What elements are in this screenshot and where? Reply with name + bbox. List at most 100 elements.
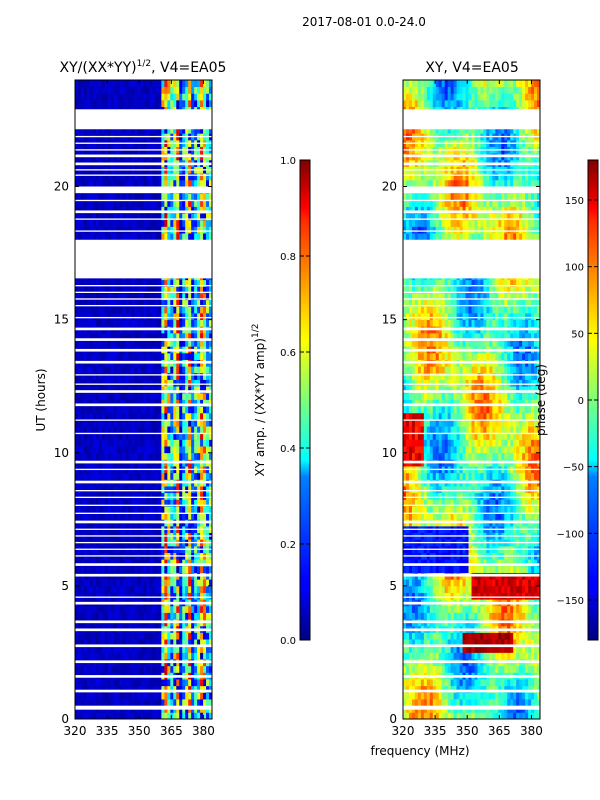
amplitude-cell (161, 432, 165, 440)
amplitude-cell (203, 486, 207, 494)
amplitude-cell (86, 226, 91, 234)
amplitude-cell (110, 80, 115, 88)
amplitude-cell (191, 312, 195, 321)
amplitude-cell (173, 685, 177, 693)
amplitude-cell (101, 692, 106, 700)
amplitude-cell (89, 446, 94, 454)
phase-cell (429, 692, 434, 700)
amplitude-cell (128, 339, 132, 347)
amplitude-cell (128, 219, 132, 227)
amplitude-cell (191, 179, 195, 187)
phase-cell (405, 712, 410, 720)
amplitude-cell (140, 299, 144, 307)
amplitude-cell (125, 299, 130, 307)
amplitude-cell (179, 366, 183, 374)
amplitude-cell (149, 499, 153, 507)
amplitude-cell (101, 492, 106, 500)
amplitude-cell (167, 80, 171, 88)
amplitude-cell (113, 645, 118, 653)
phase-cell (423, 665, 428, 673)
amplitude-cell (75, 712, 79, 720)
amplitude-cell (155, 80, 159, 88)
amplitude-cell (125, 412, 130, 420)
amplitude-cell (197, 585, 201, 593)
colorbar-tick-label: 0.6 (280, 348, 296, 359)
amplitude-cell (92, 419, 97, 427)
amplitude-cell (80, 685, 85, 693)
amplitude-cell (191, 492, 195, 500)
amplitude-cell (167, 219, 171, 227)
amplitude-cell (98, 93, 103, 101)
amplitude-cell (95, 565, 100, 573)
phase-cell (525, 692, 529, 700)
amplitude-cell (173, 86, 177, 94)
amplitude-cell (179, 406, 183, 414)
amplitude-cell (152, 379, 156, 387)
amplitude-cell (107, 679, 112, 687)
amplitude-cell (89, 499, 94, 507)
amplitude-cell (182, 386, 186, 394)
amplitude-cell (203, 179, 207, 187)
amplitude-cell (164, 372, 168, 380)
amplitude-cell (113, 199, 118, 207)
amplitude-cell (200, 399, 204, 407)
amplitude-cell (185, 80, 189, 88)
phase-cell (417, 712, 422, 720)
amplitude-cell (77, 426, 82, 434)
phase-cell (489, 699, 493, 707)
amplitude-cell (173, 439, 177, 447)
amplitude-cell (110, 679, 115, 687)
amplitude-cell (188, 652, 192, 660)
amplitude-cell (140, 93, 144, 101)
amplitude-cell (80, 319, 85, 327)
amplitude-cell (131, 452, 135, 460)
amplitude-cell (173, 99, 177, 108)
amplitude-cell (149, 605, 153, 613)
amplitude-cell (203, 392, 207, 400)
data-gap-stripe (75, 512, 212, 514)
amplitude-cell (167, 432, 171, 440)
phase-cell (435, 712, 440, 720)
amplitude-cell (170, 679, 174, 687)
amplitude-cell (176, 339, 180, 347)
amplitude-cell (200, 332, 204, 340)
amplitude-cell (149, 592, 153, 600)
amplitude-cell (125, 639, 130, 647)
amplitude-cell (152, 319, 156, 327)
amplitude-cell (140, 632, 144, 640)
amplitude-cell (152, 439, 156, 447)
amplitude-cell (152, 226, 156, 234)
amplitude-cell (203, 213, 207, 221)
amplitude-cell (209, 639, 213, 647)
amplitude-cell (107, 692, 112, 700)
amplitude-cell (191, 299, 195, 307)
amplitude-cell (75, 219, 79, 227)
amplitude-cell (128, 585, 132, 593)
amplitude-cell (95, 412, 100, 420)
amplitude-cell (173, 226, 177, 234)
amplitude-cell (164, 233, 168, 241)
phase-cell (420, 665, 425, 673)
amplitude-cell (95, 99, 100, 108)
amplitude-cell (119, 665, 124, 673)
amplitude-cell (128, 392, 132, 400)
amplitude-cell (113, 492, 118, 500)
amplitude-cell (206, 293, 210, 301)
amplitude-cell (137, 372, 141, 380)
amplitude-cell (122, 492, 127, 500)
amplitude-cell (86, 332, 91, 340)
amplitude-cell (122, 439, 127, 447)
amplitude-cell (164, 486, 168, 494)
amplitude-cell (167, 712, 171, 720)
amplitude-cell (200, 712, 204, 720)
amplitude-cell (176, 492, 180, 500)
amplitude-cell (116, 472, 121, 480)
amplitude-cell (182, 372, 186, 380)
amplitude-cell (182, 685, 186, 693)
amplitude-cell (134, 699, 138, 707)
amplitude-cell (149, 339, 153, 347)
amplitude-cell (173, 412, 177, 420)
amplitude-cell (119, 645, 124, 653)
phase-cell (477, 699, 481, 707)
amplitude-cell (137, 193, 141, 201)
